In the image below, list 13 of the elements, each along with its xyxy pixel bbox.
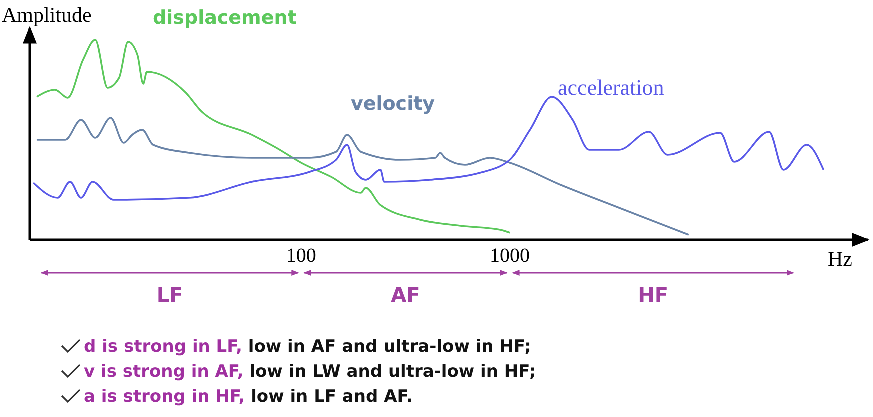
x-tick-label: 100 <box>286 245 316 267</box>
text: HF <box>638 283 668 307</box>
text: AF <box>391 283 420 307</box>
y-axis-title: Amplitude <box>2 3 92 27</box>
text: LF <box>156 283 184 307</box>
text: d is strong in LF, low in AF and ultra-low in HF; <box>84 337 532 357</box>
series-label: acceleration <box>558 75 664 100</box>
x-axis-title: Hz <box>828 247 852 271</box>
text: a is strong in HF, low in LF and AF. <box>84 387 413 407</box>
series-label: displacement <box>153 7 297 29</box>
x-tick-label: 1000 <box>490 245 530 267</box>
series-label: velocity <box>350 93 436 115</box>
text: v is strong in AF, low in LW and ultra-low in HF; <box>84 362 536 382</box>
